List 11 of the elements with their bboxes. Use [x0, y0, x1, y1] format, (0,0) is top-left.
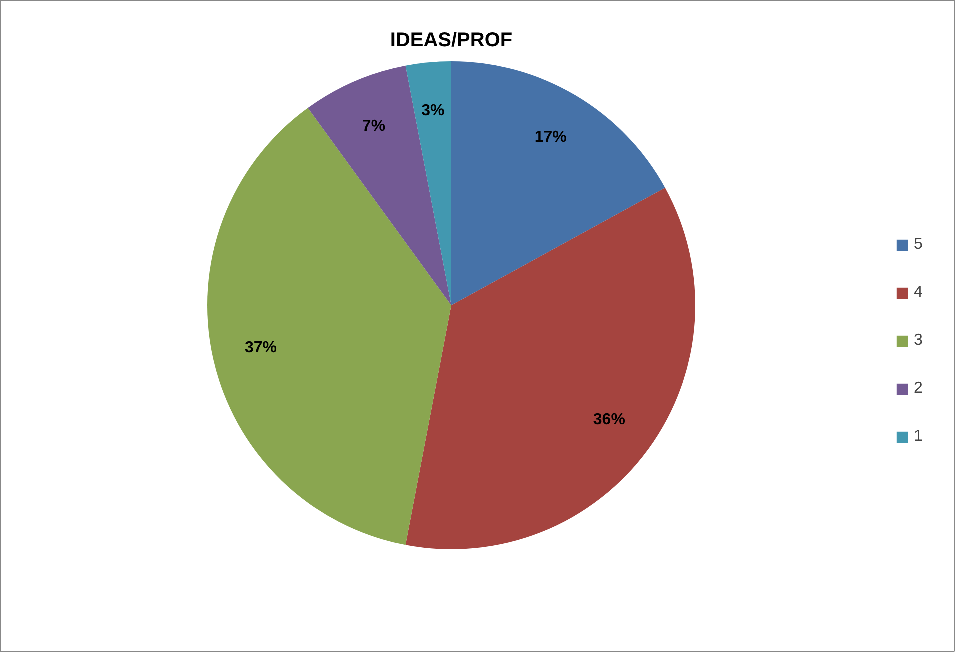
data-label: 36% [593, 412, 626, 429]
legend-label: 5 [914, 235, 924, 255]
legend-label: 1 [914, 427, 924, 447]
data-label: 3% [422, 102, 445, 120]
data-label: 17% [534, 128, 567, 146]
legend-label: 3 [914, 331, 924, 351]
legend-label: 2 [914, 379, 924, 399]
data-label: 37% [244, 340, 278, 357]
legend-label: 4 [914, 283, 924, 303]
data-label: 7% [362, 118, 386, 135]
chart-title: IDEAS/PROF [390, 30, 513, 52]
